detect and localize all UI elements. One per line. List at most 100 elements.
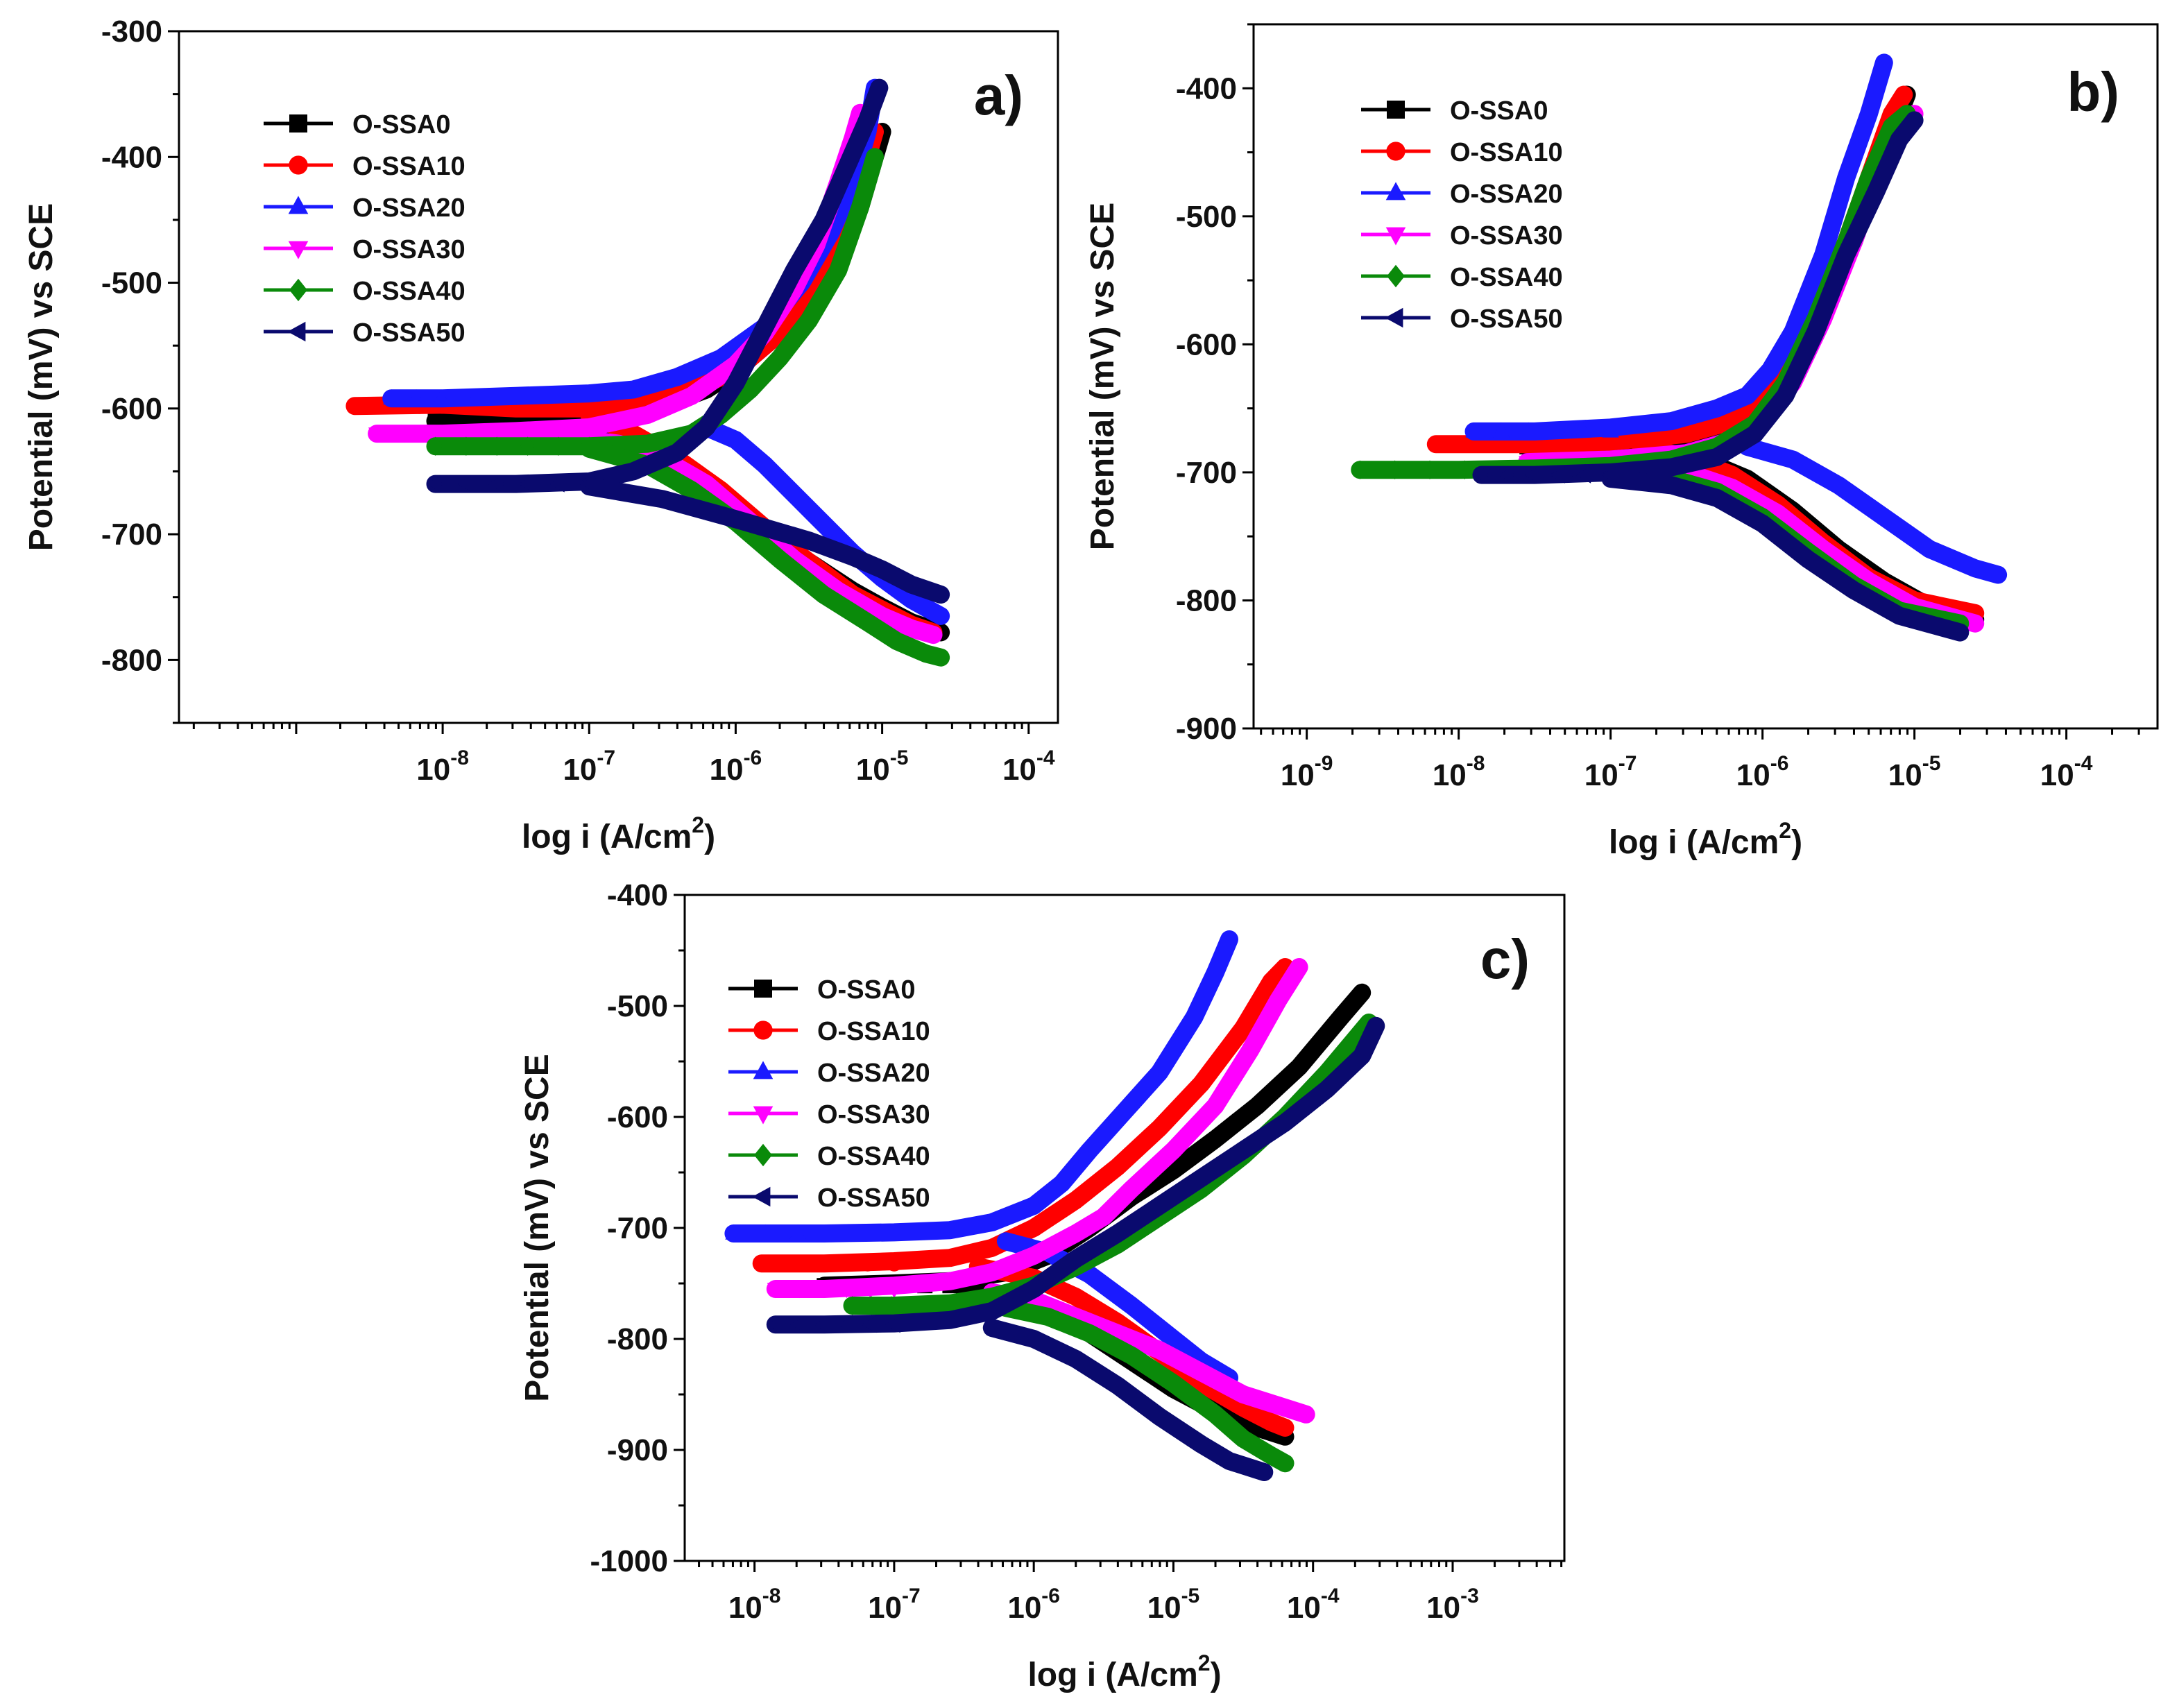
- y-tick-label: -700: [607, 1211, 668, 1245]
- data-point: [479, 427, 497, 443]
- legend-marker: [287, 321, 306, 342]
- x-tick-label: 10-3: [1426, 1585, 1479, 1625]
- data-point: [1422, 460, 1438, 479]
- y-axis-title: Potential (mV) vs SCE: [519, 1054, 556, 1401]
- x-tick-label: 10-5: [1147, 1585, 1200, 1625]
- series-o-ssa20: [1464, 53, 2008, 584]
- data-point: [581, 436, 597, 456]
- data-point: [1549, 466, 1565, 484]
- data-point: [1603, 436, 1619, 452]
- legend-label: O-SSA20: [1450, 180, 1563, 209]
- data-point: [753, 1255, 770, 1272]
- data-point: [1575, 466, 1591, 484]
- y-tick-label: -800: [101, 643, 162, 677]
- data-point: [903, 1296, 919, 1315]
- legend-label: O-SSA10: [352, 152, 465, 181]
- y-axis-title: Potential (mV) vs SCE: [23, 203, 60, 551]
- series-curve: [1601, 470, 1970, 642]
- x-tick-label: 10-4: [2040, 752, 2093, 792]
- data-point: [489, 436, 505, 456]
- data-point: [1575, 422, 1592, 438]
- y-tick-label: -500: [607, 989, 668, 1023]
- legend-label: O-SSA20: [817, 1059, 930, 1088]
- data-point: [396, 427, 413, 443]
- series-o-ssa30: [766, 958, 1315, 1424]
- data-point: [1601, 466, 1617, 484]
- chart-panel-a: -800 -700 -600 -500 -400 -300 10-8 10-7 10-6 10-5…: [23, 15, 1059, 855]
- data-point: [346, 398, 363, 414]
- x-axis-title: log i (A/cm2): [1609, 818, 1802, 861]
- y-tick-label: -400: [607, 878, 668, 912]
- x-tick-label: 10-5: [856, 746, 909, 787]
- data-point: [862, 1283, 879, 1299]
- data-point: [1498, 466, 1514, 484]
- x-tick-label: 10-8: [1433, 752, 1485, 792]
- legend-label: O-SSA50: [817, 1184, 930, 1213]
- legend: O-SSA0 O-SSA10 O-SSA20 O-SSA30 O-SSA40 O-SSA5…: [728, 975, 930, 1213]
- data-point: [1547, 422, 1564, 438]
- data-point: [814, 1283, 832, 1299]
- legend-marker: [1386, 142, 1406, 161]
- x-tick-label: 10-7: [868, 1585, 921, 1625]
- data-point: [1520, 422, 1537, 438]
- plot-area: [345, 78, 950, 667]
- data-point: [407, 389, 425, 405]
- data-point: [885, 1316, 900, 1333]
- data-point: [457, 389, 475, 405]
- series-curve: [580, 439, 950, 667]
- y-tick-label: -800: [1176, 583, 1237, 617]
- legend-label: O-SSA20: [352, 194, 465, 223]
- y-tick-label: -1000: [590, 1544, 668, 1578]
- plot-area: [1351, 53, 2008, 642]
- data-point: [838, 1283, 855, 1299]
- panel-label: b): [2067, 61, 2119, 123]
- data-point: [383, 389, 400, 405]
- data-point: [821, 1224, 839, 1240]
- series-curve: [580, 477, 950, 604]
- data-point: [814, 1316, 830, 1333]
- legend-marker: [753, 1061, 774, 1079]
- data-point: [1472, 466, 1488, 484]
- data-point: [488, 475, 504, 493]
- data-point: [861, 1316, 877, 1333]
- y-tick-label: -900: [607, 1433, 668, 1467]
- data-point: [549, 475, 565, 493]
- y-tick-label: -600: [607, 1100, 668, 1134]
- x-tick-label: 10-9: [1281, 752, 1333, 792]
- legend-marker: [289, 114, 307, 133]
- legend-marker: [1387, 101, 1405, 119]
- x-tick-label: 10-8: [416, 746, 469, 787]
- data-point: [790, 1283, 808, 1299]
- legend-marker: [289, 278, 307, 302]
- panel-label: c): [1480, 928, 1530, 990]
- y-tick-label: -300: [101, 15, 162, 49]
- series-o-ssa40: [426, 148, 950, 667]
- series-o-ssa30: [1518, 105, 1985, 633]
- legend-label: O-SSA50: [1450, 305, 1563, 334]
- legend-marker: [288, 196, 309, 214]
- data-point: [789, 1316, 805, 1333]
- legend-marker: [752, 1186, 771, 1207]
- y-tick-label: -700: [101, 518, 162, 552]
- x-tick-label: 10-8: [728, 1585, 781, 1625]
- data-point: [789, 1224, 807, 1240]
- data-point: [844, 1296, 860, 1315]
- legend-marker: [753, 1106, 774, 1125]
- legend-marker: [1385, 182, 1406, 200]
- data-point: [427, 436, 443, 456]
- series-curve: [766, 958, 1308, 1298]
- plot-frame: [178, 30, 1059, 724]
- data-point: [432, 389, 450, 405]
- legend-label: O-SSA40: [1450, 263, 1563, 292]
- x-axis-title: log i (A/cm2): [1027, 1650, 1221, 1693]
- data-point: [885, 1283, 903, 1299]
- data-point: [458, 436, 474, 456]
- series-o-ssa50: [426, 78, 950, 604]
- data-point: [757, 1224, 774, 1240]
- data-point: [1457, 460, 1473, 479]
- legend-label: O-SSA30: [352, 235, 465, 264]
- legend-label: O-SSA40: [817, 1142, 930, 1171]
- legend-marker: [754, 1143, 772, 1167]
- y-tick-label: -500: [101, 266, 162, 300]
